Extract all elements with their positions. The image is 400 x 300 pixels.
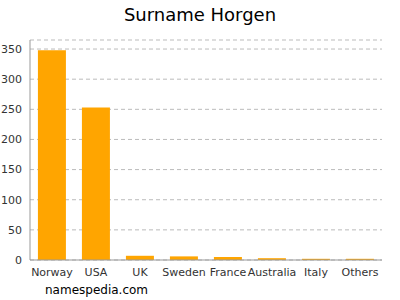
html-text:Surname Horgen: Surname Horgen <box>123 4 277 25</box>
svg-text:250: 250 <box>8 103 22 116</box>
svg-text:100: 100 <box>8 194 22 207</box>
svg-text:300: 300 <box>8 73 22 86</box>
svg-text:Others: Others <box>342 266 379 279</box>
svg-text:200: 200 <box>8 133 22 146</box>
svg-text:Australia: Australia <box>248 266 297 279</box>
svg-text:France: France <box>210 266 247 279</box>
svg-text:UK: UK <box>132 266 148 279</box>
svg-text:Sweden: Sweden <box>162 266 205 279</box>
svg-text:Norway: Norway <box>31 266 73 279</box>
svg-text:50: 50 <box>8 224 22 237</box>
svg-text:150: 150 <box>8 163 22 176</box>
svg-text:Italy: Italy <box>304 266 328 279</box>
svg-text:350: 350 <box>8 43 22 56</box>
svg-text:0: 0 <box>15 254 22 267</box>
html-text:namespedia.com: namespedia.com <box>45 283 148 297</box>
svg-text:USA: USA <box>85 266 108 279</box>
